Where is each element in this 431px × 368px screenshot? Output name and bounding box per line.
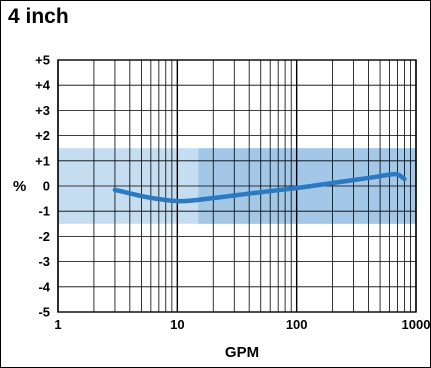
- y-tick-label: -1: [38, 204, 50, 219]
- y-tick-label: -3: [38, 254, 50, 269]
- chart-title: 4 inch: [8, 5, 69, 28]
- y-tick-label: +1: [35, 153, 50, 168]
- series-line-0: [112, 171, 407, 204]
- y-tick-label: -2: [38, 229, 50, 244]
- y-tick-label: 0: [43, 179, 50, 194]
- y-tick-label: +2: [35, 128, 50, 143]
- y-tick-label: +5: [35, 53, 50, 68]
- plot-area-border: [57, 59, 417, 313]
- x-tick-label: 10: [170, 317, 184, 332]
- y-axis-label: %: [13, 178, 26, 195]
- x-tick-label: 1: [54, 317, 61, 332]
- y-tick-label: -4: [38, 279, 50, 294]
- y-tick-label: +3: [35, 103, 50, 118]
- y-tick-label: -5: [38, 305, 50, 320]
- x-tick-label: 1000: [402, 317, 431, 332]
- y-tick-label: +4: [35, 78, 51, 93]
- x-tick-label: 100: [286, 317, 308, 332]
- x-axis-label: GPM: [225, 344, 259, 361]
